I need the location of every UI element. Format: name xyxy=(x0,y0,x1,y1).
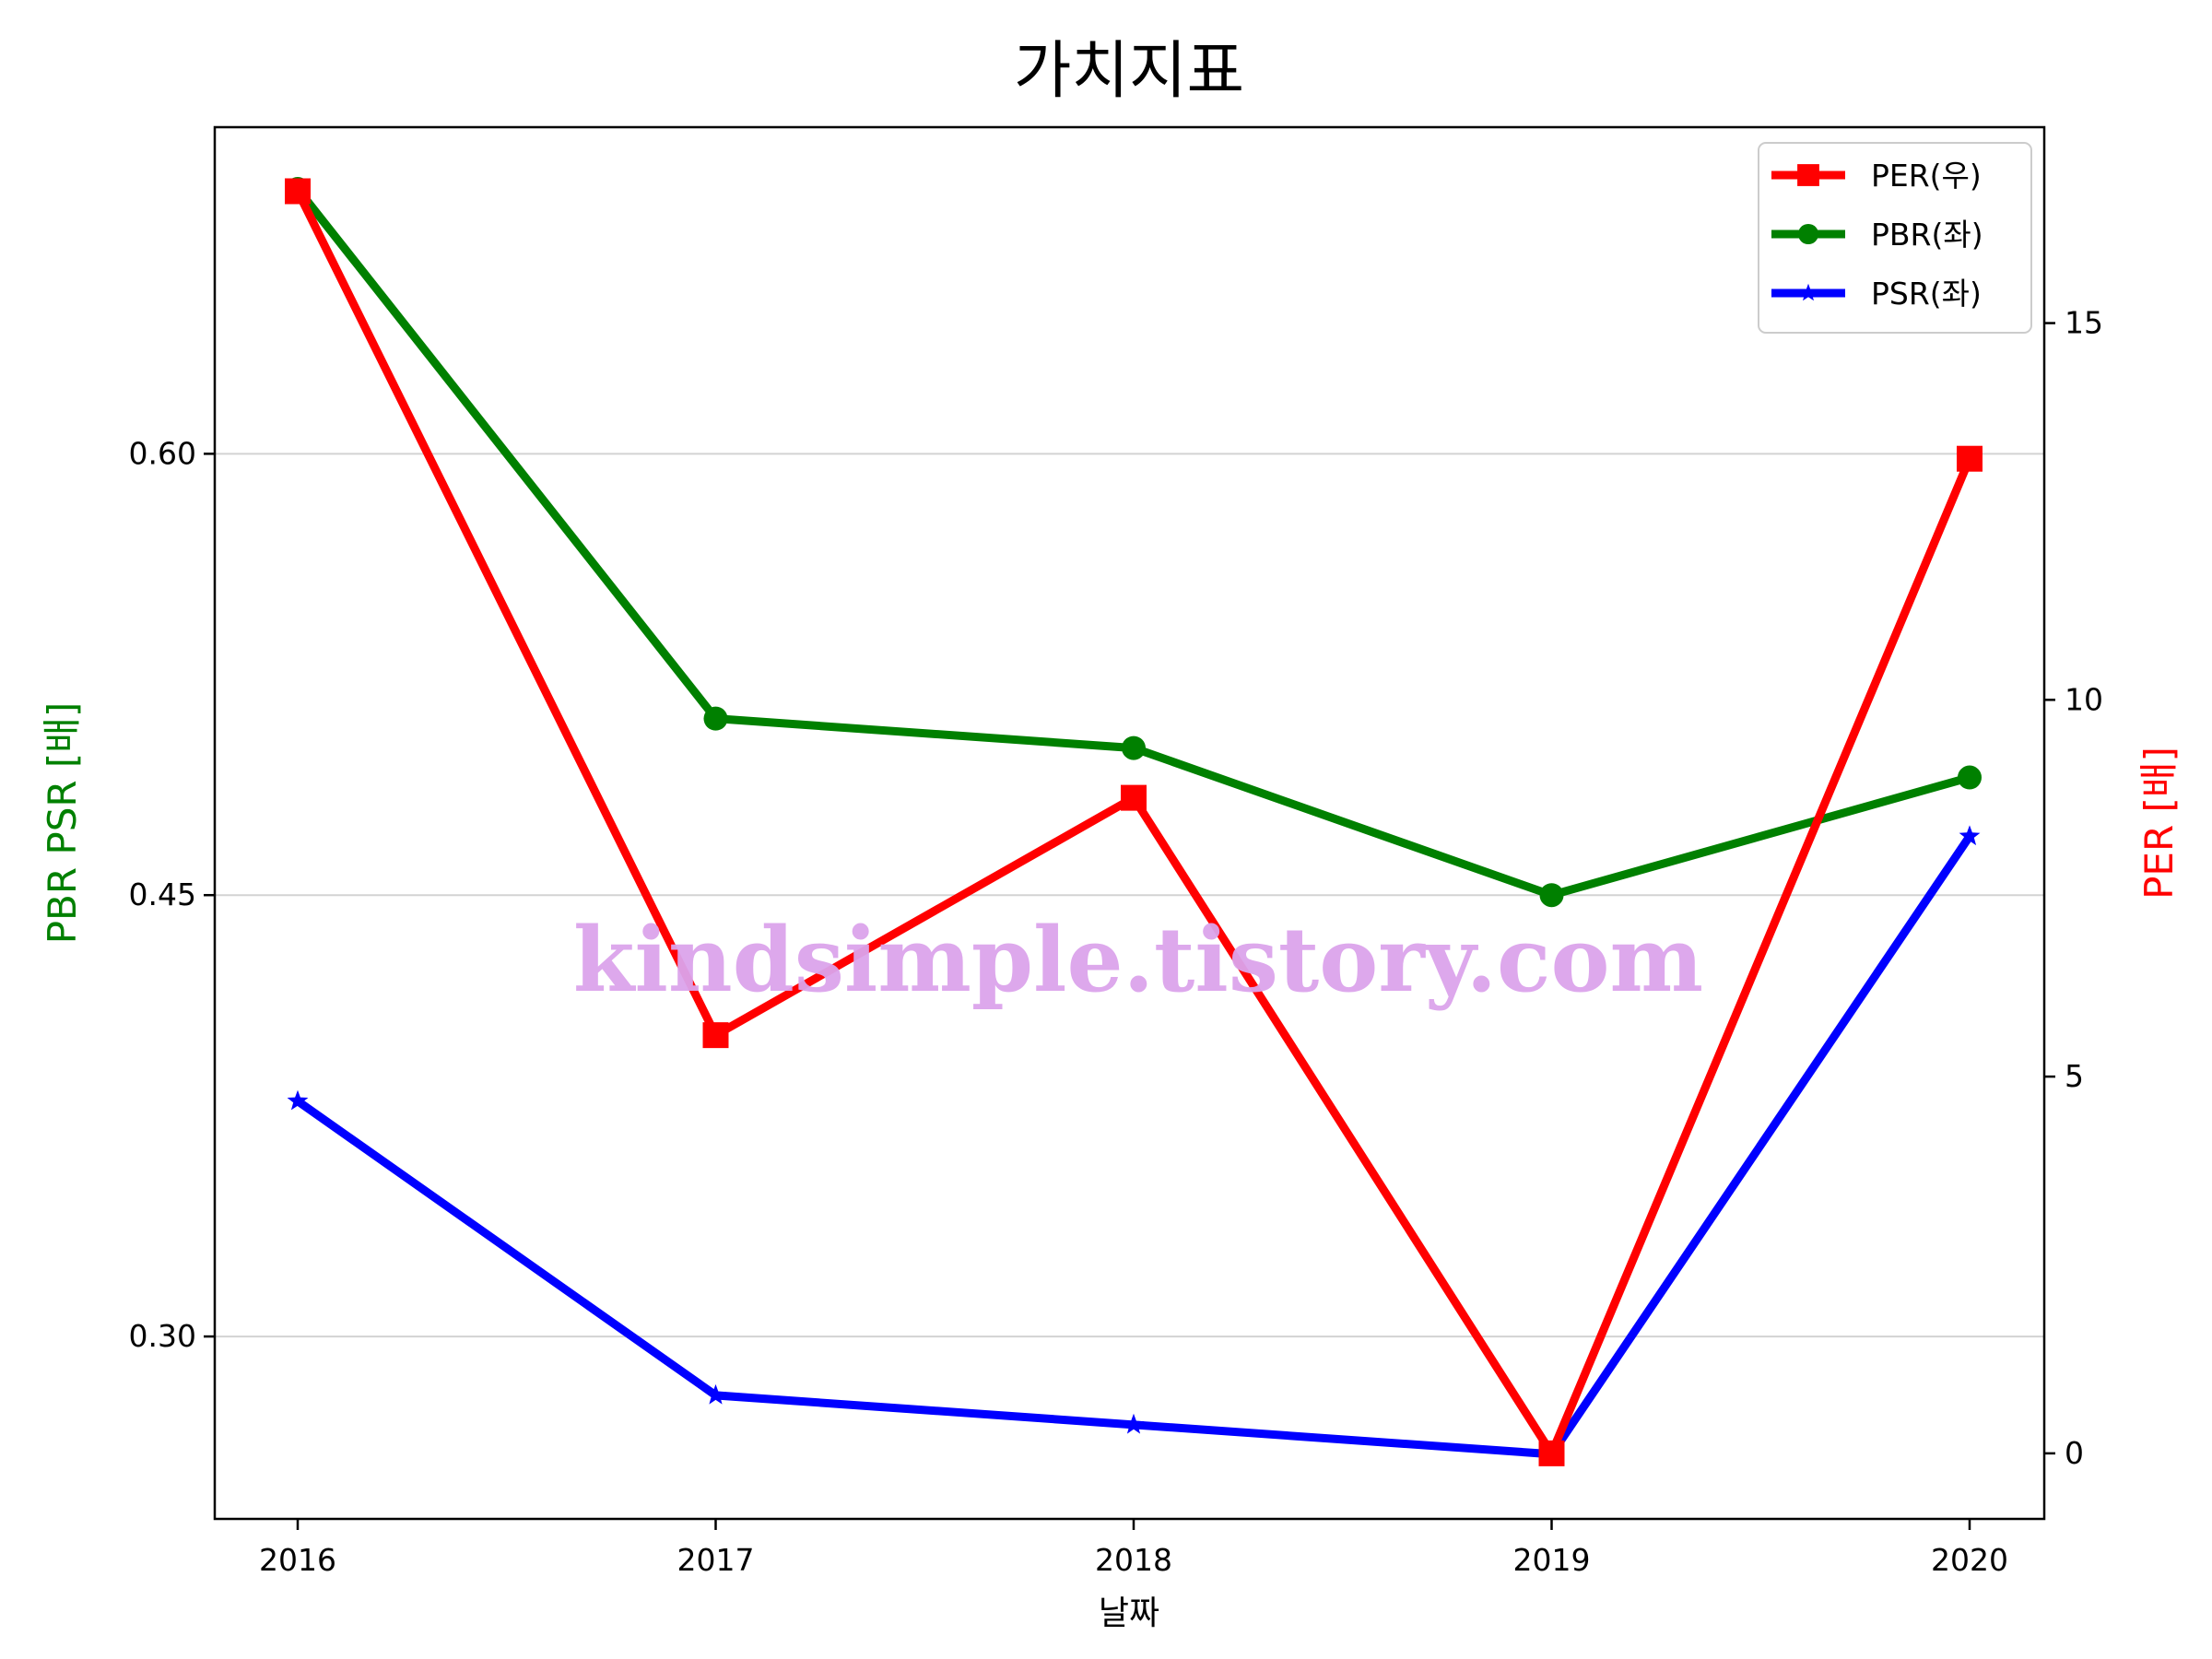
right-axis-ticks: 0 5 10 15 xyxy=(2044,305,2103,1471)
legend-marker-per xyxy=(1797,164,1819,186)
psr-point-2020 xyxy=(1959,825,1981,846)
x-tick-label-2018: 2018 xyxy=(1095,1542,1172,1578)
gridlines xyxy=(215,453,2044,1338)
plot-frame xyxy=(213,125,2046,1521)
legend-label-psr: PSR(좌) xyxy=(1871,276,1982,312)
right-axis-label: PER [배] xyxy=(2136,747,2182,900)
pbr-point-2017 xyxy=(703,706,728,731)
pbr-point-2018 xyxy=(1122,735,1146,760)
x-tick-label-2016: 2016 xyxy=(259,1542,336,1578)
right-tick-label-2: 10 xyxy=(2065,681,2103,717)
chart-title: 가치지표 xyxy=(1014,35,1244,108)
right-tick-label-0: 0 xyxy=(2065,1435,2084,1471)
x-tick-label-2017: 2017 xyxy=(677,1542,755,1578)
per-point-2017 xyxy=(702,1022,729,1049)
pbr-point-2020 xyxy=(1958,765,1982,790)
legend-marker-psr xyxy=(1799,283,1818,301)
per-point-2019 xyxy=(1538,1440,1565,1466)
left-axis-ticks: 0.30 0.45 0.60 xyxy=(129,435,215,1354)
legend-box xyxy=(1758,142,2032,334)
right-tick-label-3: 15 xyxy=(2065,305,2103,341)
x-tick-label-2020: 2020 xyxy=(1931,1542,2008,1578)
legend-label-pbr: PBR(좌) xyxy=(1871,217,1983,253)
right-tick-label-1: 5 xyxy=(2065,1058,2084,1094)
series-layer xyxy=(285,177,1983,1466)
left-axis-label: PBR PSR [배] xyxy=(40,702,85,945)
psr-point-2018 xyxy=(1123,1413,1145,1434)
per-point-2018 xyxy=(1121,784,1147,811)
pbr-point-2019 xyxy=(1539,883,1564,908)
series-per xyxy=(285,178,1983,1466)
legend-label-per: PER(우) xyxy=(1871,158,1982,194)
legend: PER(우) PBR(좌) PSR(좌) xyxy=(1758,142,2032,334)
per-point-2016 xyxy=(285,178,311,205)
watermark-text: kindsimple.tistory.com xyxy=(573,908,1703,1012)
x-axis-label: 날짜 xyxy=(1099,1594,1159,1632)
psr-point-2017 xyxy=(705,1383,726,1405)
legend-marker-pbr xyxy=(1797,223,1819,245)
x-axis-ticks: 2016 2017 2018 2019 2020 xyxy=(259,1519,2008,1578)
left-tick-label-1: 0.45 xyxy=(129,877,196,912)
psr-point-2016 xyxy=(287,1089,309,1111)
series-line-per xyxy=(293,189,1974,1463)
left-tick-label-2: 0.60 xyxy=(129,435,196,471)
left-tick-label-0: 0.30 xyxy=(129,1318,196,1354)
x-tick-label-2019: 2019 xyxy=(1513,1542,1591,1578)
per-point-2020 xyxy=(1957,445,1983,472)
